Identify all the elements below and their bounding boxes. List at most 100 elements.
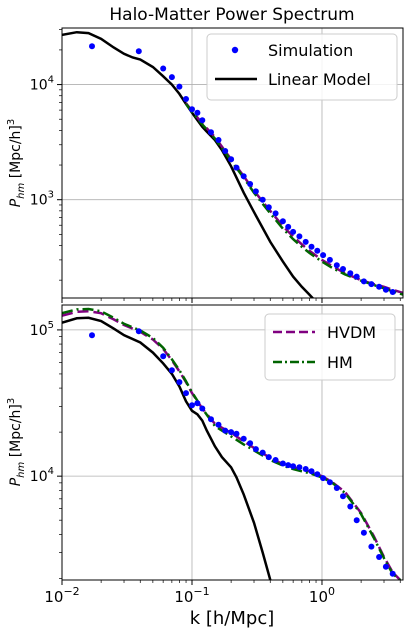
bottom-simulation-point — [208, 416, 214, 423]
top-simulation-point — [376, 283, 383, 290]
bottom-simulation-point — [353, 517, 360, 524]
bottom-simulation-point — [389, 570, 396, 577]
bottom-simulation-point — [347, 503, 354, 510]
bottom-simulation-point — [252, 446, 259, 453]
bottom-simulation-point — [135, 328, 142, 335]
top-simulation-point — [222, 148, 229, 154]
bottom-simulation-point — [194, 400, 201, 407]
bottom-ytick-label: 104 — [30, 466, 54, 485]
bottom-panel-frame — [61, 304, 404, 581]
bottom-panel-ylabel: Phm [Mpc/h]3 — [6, 398, 27, 487]
top-simulation-point — [314, 247, 321, 254]
bottom-simulation-point — [215, 421, 222, 428]
top-simulation-point — [168, 74, 175, 81]
top-simulation-point — [290, 228, 297, 235]
top-simulation-point — [252, 188, 259, 195]
top-simulation-point — [272, 210, 279, 217]
bottom-simulation-point — [199, 405, 206, 412]
bottom-simulation-point — [382, 563, 389, 570]
top-simulation-point — [233, 164, 240, 171]
top-simulation-point — [228, 156, 235, 163]
top-simulation-point — [89, 43, 95, 50]
bottom-simulation-point — [308, 468, 315, 475]
top-simulation-point — [308, 243, 315, 250]
bottom-simulation-point — [176, 379, 183, 386]
bottom-ytick-label: 105 — [30, 320, 54, 339]
top-simulation-point — [382, 286, 389, 293]
top-panel-ticks: 103 104 — [30, 29, 401, 303]
bottom-simulation-point — [222, 427, 229, 434]
bottom-simulation-point — [247, 440, 254, 447]
top-simulation-point — [340, 266, 346, 272]
bottom-simulation-point — [89, 332, 95, 339]
top-simulation-point — [347, 270, 354, 277]
bottom-simulation-point — [265, 454, 272, 461]
bottom-xtick-label: 100 — [309, 585, 335, 606]
top-simulation-point — [302, 238, 309, 245]
bottom-simulation-point — [272, 457, 279, 463]
bottom-xtick-label: 10−2 — [44, 585, 79, 606]
top-simulation-point — [259, 196, 266, 203]
top-series-long-line — [185, 102, 403, 295]
bottom-simulation-point — [360, 529, 367, 536]
bottom-legend-box — [264, 313, 396, 381]
top-legend-box — [206, 33, 398, 101]
bottom-simulation-point — [314, 471, 321, 478]
bottom-simulation-point — [233, 430, 240, 437]
legend-hm-label: HM — [327, 353, 353, 372]
legend-simulation-label: Simulation — [268, 41, 353, 60]
bottom-simulation-point — [168, 367, 175, 374]
top-panel: 103 104 Phm [Mpc/h]3 — [6, 27, 404, 303]
top-simulation-point — [389, 289, 396, 295]
bottom-simulation-point — [302, 466, 309, 472]
bottom-simulation-point — [368, 543, 375, 550]
top-simulation-point — [368, 281, 375, 288]
bottom-simulation-point — [376, 554, 383, 560]
bottom-legend: HVDM HM — [264, 313, 396, 381]
bottom-simulation-point — [285, 462, 292, 469]
legend-linear-model-label: Linear Model — [268, 70, 371, 89]
bottom-simulation-point — [340, 493, 346, 500]
top-simulation-point — [320, 252, 327, 259]
top-simulation-point — [279, 218, 286, 225]
bottom-simulation-point — [228, 429, 235, 436]
top-ytick-label: 104 — [30, 75, 54, 94]
bottom-simulation-point — [296, 464, 303, 471]
bottom-xtick-label: 10−1 — [174, 585, 209, 606]
bottom-series-hm-line — [62, 307, 401, 580]
bottom-series-solid-line — [62, 316, 272, 580]
bottom-simulation-point — [259, 449, 266, 456]
top-simulation-point — [240, 173, 247, 180]
top-simulation-point — [296, 233, 303, 240]
bottom-simulation-point — [333, 485, 340, 491]
top-simulation-point — [353, 273, 360, 280]
top-series-group — [62, 30, 403, 298]
bottom-panel: 104 105 10−2 10−1 100 Phm [Mpc/h]3 k [h/Mpc] — [6, 304, 404, 629]
bottom-simulation-point — [240, 435, 247, 442]
bottom-series-group — [62, 307, 402, 580]
bottom-panel-series — [62, 307, 402, 580]
top-simulation-point — [333, 262, 340, 269]
top-simulation-point — [135, 48, 142, 55]
top-simulation-point — [189, 106, 195, 113]
top-simulation-point — [194, 109, 201, 116]
legend-simulation-marker — [231, 46, 239, 54]
top-simulation-point — [265, 204, 272, 211]
top-simulation-point — [215, 137, 222, 143]
top-simulation-point — [208, 129, 214, 136]
top-simulation-point — [326, 256, 333, 263]
chart-title: Halo-Matter Power Spectrum — [109, 5, 354, 25]
bottom-simulation-point — [160, 353, 167, 360]
top-simulation-point — [160, 65, 167, 72]
top-panel-frame — [61, 27, 404, 299]
top-simulation-point — [247, 181, 254, 187]
bottom-simulation-point — [290, 463, 297, 470]
bottom-simulation-point — [326, 479, 333, 486]
bottom-simulation-point — [279, 460, 286, 467]
top-simulation-point — [360, 278, 367, 285]
top-panel-ylabel: Phm [Mpc/h]3 — [6, 119, 27, 208]
bottom-simulation-point — [189, 402, 195, 409]
top-simulation-point — [183, 96, 189, 102]
bottom-simulation-point — [320, 475, 327, 482]
